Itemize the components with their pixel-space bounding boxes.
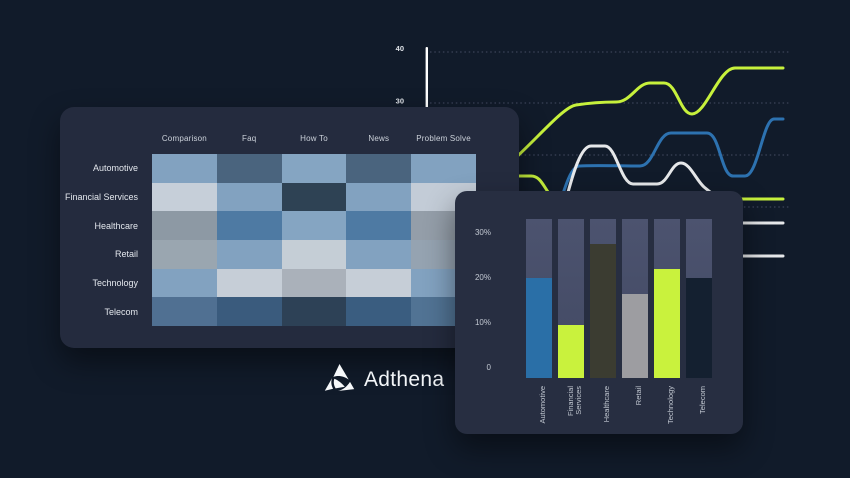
heatmap-cell — [216, 154, 282, 183]
bar-chart-y-tick: 20% — [474, 273, 491, 282]
heatmap-cell — [346, 182, 412, 212]
bar-track — [558, 219, 584, 378]
heatmap-row-label: Retail — [114, 249, 138, 260]
heatmap-cell — [216, 211, 282, 240]
heatmap-cell — [346, 268, 412, 298]
heatmap-cell — [152, 239, 217, 269]
heatmap-row-label: Technology — [92, 277, 138, 288]
series-white-line — [564, 144, 717, 202]
bar-fill — [622, 294, 648, 378]
bar-chart-x-label: Technology — [666, 386, 675, 424]
y-tick-40: 40 — [396, 44, 404, 53]
heatmap-cell — [281, 211, 347, 240]
bar-track — [654, 219, 680, 378]
heatmap-grid — [152, 154, 476, 326]
heatmap-cell — [281, 154, 347, 183]
bar-fill — [526, 278, 552, 378]
y-tick-30: 30 — [396, 97, 404, 106]
bar-chart-x-label: Healthcare — [602, 386, 611, 423]
heatmap-cell — [411, 154, 476, 183]
heatmap-cell — [152, 182, 217, 212]
bar-fill — [590, 244, 616, 378]
heatmap-cell — [152, 268, 217, 298]
bar-fill — [654, 269, 680, 378]
heatmap-cell — [281, 182, 347, 212]
heatmap-cell — [216, 239, 282, 269]
bar-chart-x-label: Telecom — [698, 386, 707, 414]
series-blue-line — [554, 117, 785, 217]
heatmap-row-label: Financial Services — [64, 191, 138, 202]
heatmap-cell — [152, 297, 217, 326]
series-lime-stub — [508, 174, 550, 194]
series-lime-line — [508, 66, 785, 165]
heatmap-column-header: Faq — [242, 134, 257, 143]
heatmap-row-label: Automotive — [92, 163, 138, 174]
adthena-logo-text: Adthena — [364, 368, 445, 391]
heatmap-row-label: Telecom — [104, 306, 138, 317]
bar-track — [526, 219, 552, 378]
bar-chart-x-label: Retail — [634, 386, 643, 406]
heatmap-column-header: How To — [300, 134, 328, 143]
heatmap-cell — [346, 154, 412, 183]
bar-chart-x-label: Financial Services — [566, 386, 583, 417]
adthena-logo-icon — [324, 364, 355, 391]
heatmap-cell — [281, 239, 347, 269]
adthena-logo: Adthena — [324, 364, 444, 396]
bar-chart-y-tick: 0 — [486, 363, 491, 372]
heatmap-cell — [346, 297, 412, 326]
heatmap-cell — [281, 268, 347, 298]
bar-track — [622, 219, 648, 378]
y-axis-line — [425, 47, 428, 109]
heatmap-column-header: Problem Solve — [416, 134, 471, 143]
heatmap-cell — [152, 211, 217, 240]
heatmap-cell — [152, 154, 217, 183]
bar-track — [686, 219, 712, 378]
bar-fill — [686, 278, 712, 378]
bar-track — [590, 219, 616, 378]
heatmap-cell — [216, 182, 282, 212]
bar-chart-y-tick: 30% — [474, 228, 491, 237]
heatmap-column-header: News — [368, 134, 390, 143]
heatmap-row-label: Healthcare — [94, 220, 138, 231]
bar-chart-x-label: Automotive — [538, 386, 547, 424]
heatmap-cell — [216, 297, 282, 326]
heatmap-column-header: Comparison — [161, 134, 207, 143]
heatmap-cell — [346, 211, 412, 240]
heatmap-cell — [216, 268, 282, 298]
heatmap-row-labels: Automotive Financial Services Healthcare Re… — [60, 154, 144, 326]
heatmap-column-headers: Comparison Faq How To News Problem Solve — [152, 134, 476, 143]
heatmap-panel: Comparison Faq How To News Problem Solve Aut… — [60, 107, 519, 348]
heatmap-cell — [281, 297, 347, 326]
bar-chart-panel: 30% 20% 10% 0 Automotive Financial Services H… — [455, 191, 743, 434]
bar-fill — [558, 325, 584, 378]
bar-chart-y-tick: 10% — [474, 318, 491, 327]
heatmap-cell — [346, 239, 412, 269]
